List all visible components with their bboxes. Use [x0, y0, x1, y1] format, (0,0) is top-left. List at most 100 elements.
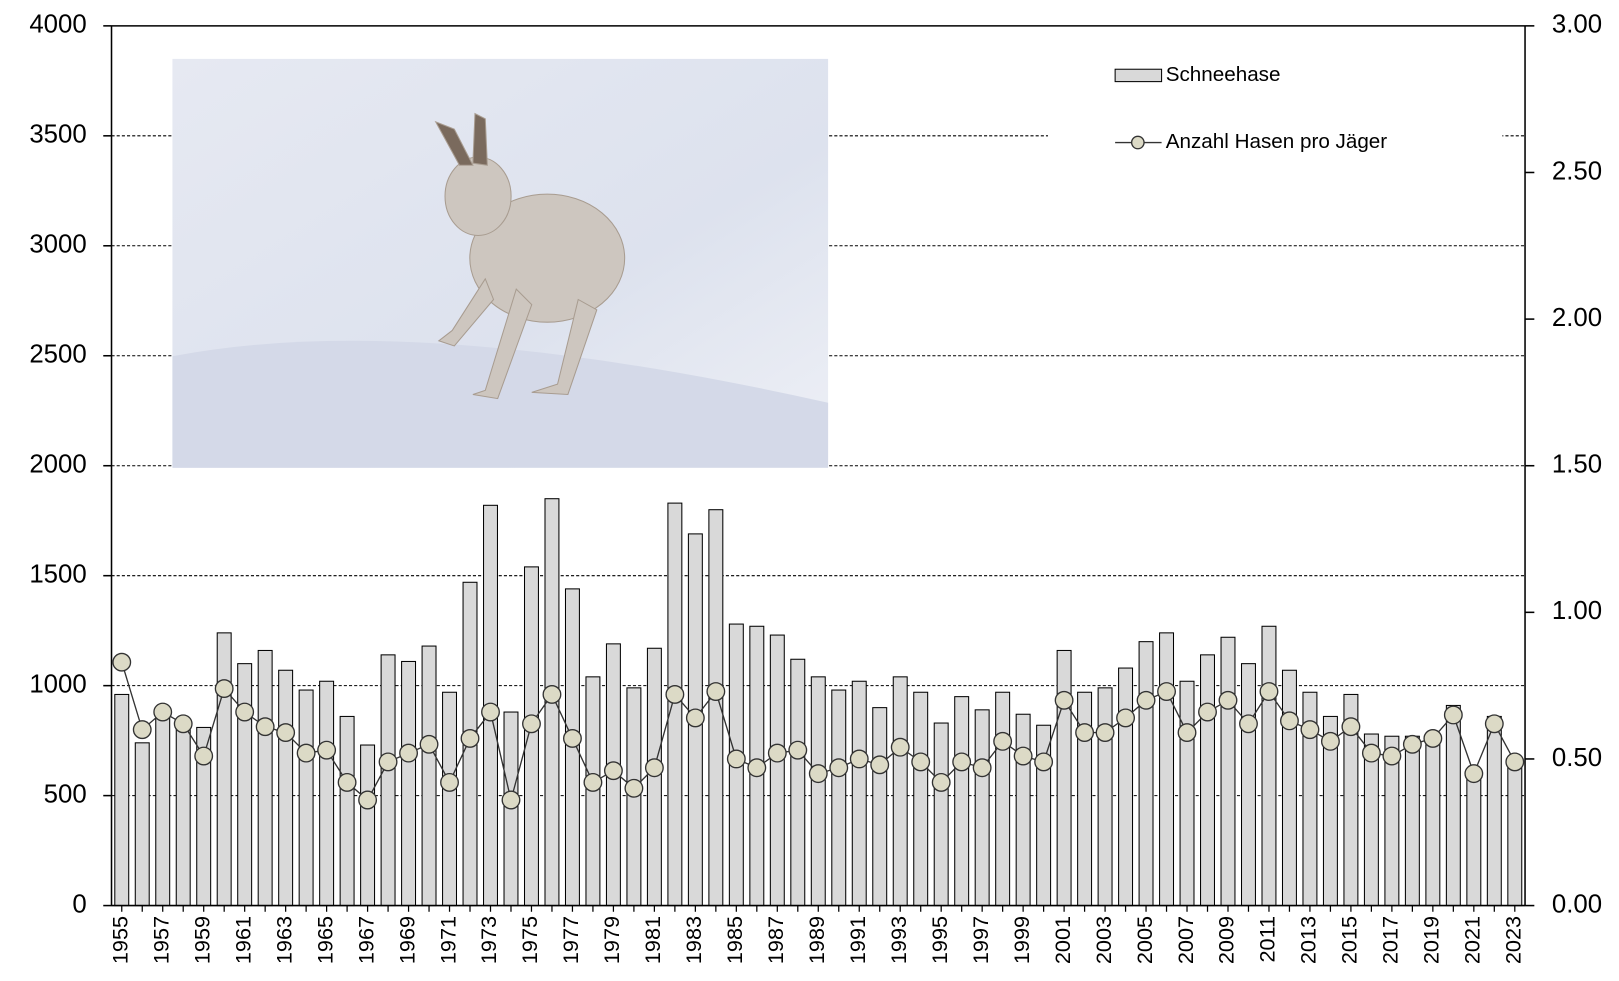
- legend-marker: [1130, 135, 1145, 150]
- x-tick-label: 1981: [640, 916, 665, 964]
- x-tick-label: 1991: [845, 916, 870, 964]
- marker: [378, 752, 398, 772]
- x-tick-label: 1971: [435, 916, 460, 964]
- bar: [360, 744, 376, 907]
- marker: [358, 790, 378, 810]
- bar: [1281, 669, 1297, 907]
- x-tick-label: 2019: [1419, 916, 1444, 964]
- marker: [501, 790, 521, 810]
- marker: [603, 761, 623, 781]
- bar: [913, 691, 929, 907]
- bar: [851, 680, 867, 907]
- marker: [972, 758, 992, 778]
- bar: [1118, 667, 1134, 907]
- bar: [667, 502, 683, 907]
- marker: [153, 702, 173, 722]
- y-tick-label: 3500: [29, 121, 86, 149]
- y-tick-label: 500: [44, 780, 87, 808]
- x-tick-label: 2021: [1460, 916, 1485, 964]
- legend-label: Anzahl Hasen pro Jäger: [1166, 130, 1388, 153]
- x-tick-label: 1999: [1009, 916, 1034, 964]
- line-series: [112, 652, 1525, 810]
- marker: [522, 714, 541, 734]
- marker: [419, 734, 439, 754]
- marker: [1034, 752, 1054, 772]
- marker: [440, 772, 459, 792]
- marker: [993, 731, 1013, 751]
- marker: [808, 764, 828, 784]
- marker: [173, 714, 193, 734]
- marker: [337, 772, 357, 792]
- marker: [890, 737, 910, 757]
- marker: [1259, 682, 1279, 701]
- bars: [114, 498, 1523, 907]
- x-tick-label: 1975: [517, 916, 542, 964]
- x-tick-label: 2011: [1255, 916, 1280, 963]
- bar: [1261, 625, 1277, 907]
- marker: [931, 772, 951, 792]
- x-tick-label: 1959: [189, 916, 214, 964]
- bar: [278, 669, 294, 907]
- x-tick-label: 1977: [558, 916, 583, 964]
- bar: [1138, 641, 1154, 907]
- marker: [1136, 690, 1156, 710]
- marker: [1423, 728, 1443, 748]
- marker: [829, 758, 849, 778]
- marker: [1095, 723, 1115, 743]
- marker: [706, 682, 726, 701]
- legend-swatch: [1114, 68, 1163, 83]
- x-tick-label: 1985: [722, 916, 747, 964]
- bar: [954, 696, 970, 907]
- x-tick-label: 1997: [968, 916, 993, 964]
- marker: [214, 679, 234, 699]
- marker: [1177, 723, 1197, 743]
- marker: [1505, 752, 1525, 772]
- y2-tick-label: 0.00: [1552, 890, 1602, 918]
- x-tick-label: 1989: [804, 916, 829, 964]
- bar: [1404, 735, 1420, 907]
- marker: [1013, 746, 1033, 766]
- bar: [974, 709, 990, 907]
- marker: [1484, 714, 1504, 734]
- bar: [237, 663, 253, 907]
- marker: [788, 740, 808, 760]
- marker: [235, 702, 255, 722]
- legend-label: Schneehase: [1166, 63, 1281, 86]
- marker: [296, 743, 316, 763]
- bar: [1056, 649, 1072, 907]
- marker: [583, 772, 603, 792]
- x-tick-label: 1961: [230, 916, 255, 964]
- bar: [523, 566, 539, 907]
- bar: [1179, 680, 1195, 907]
- marker: [952, 752, 972, 772]
- marker: [665, 684, 685, 704]
- bar: [155, 711, 171, 907]
- bar: [1240, 663, 1256, 907]
- marker: [1239, 714, 1258, 734]
- bar: [995, 691, 1011, 907]
- hare-photo: [172, 58, 829, 468]
- bar: [134, 742, 150, 907]
- x-tick-label: 2015: [1337, 916, 1362, 964]
- bar: [1507, 762, 1523, 907]
- marker: [747, 758, 767, 778]
- marker: [460, 728, 480, 748]
- marker: [317, 740, 337, 760]
- x-tick-label: 2001: [1050, 916, 1075, 964]
- x-tick-label: 2007: [1173, 916, 1198, 964]
- marker: [112, 652, 132, 672]
- marker: [399, 743, 419, 763]
- bar: [1220, 636, 1236, 907]
- bar: [892, 676, 908, 907]
- marker: [542, 684, 562, 704]
- marker: [194, 746, 214, 766]
- marker: [255, 717, 275, 737]
- x-tick-label: 1983: [681, 916, 706, 964]
- y2-tick-label: 2.00: [1552, 304, 1602, 332]
- marker: [685, 708, 705, 728]
- marker: [1464, 764, 1484, 784]
- marker: [624, 778, 644, 798]
- y2-tick-label: 0.50: [1552, 744, 1602, 772]
- marker: [562, 728, 582, 748]
